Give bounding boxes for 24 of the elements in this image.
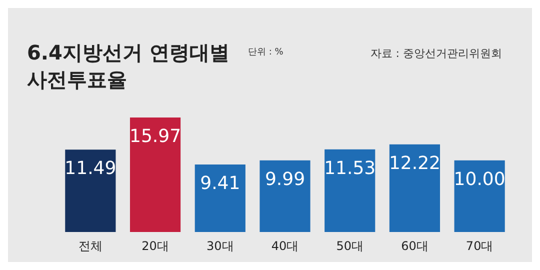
x-tick-label: 70대: [466, 239, 494, 253]
x-tick-label: 30대: [206, 239, 234, 253]
x-tick-label: 전체: [78, 239, 102, 253]
x-tick-label: 50대: [336, 239, 364, 253]
bar: [194, 164, 246, 232]
data-label: 11.53: [324, 158, 376, 179]
data-label: 15.97: [130, 126, 182, 148]
x-tick-label: 40대: [271, 239, 299, 253]
x-tick-label: 20대: [142, 239, 169, 253]
data-label: 10.00: [454, 168, 506, 190]
chart-title: 6.4지방선거 연령대별 사전투표율: [27, 40, 230, 92]
data-label: 11.49: [64, 158, 116, 180]
data-label: 9.41: [200, 173, 240, 194]
x-tick-label: 60대: [401, 239, 428, 253]
bar: [324, 149, 376, 232]
data-label: 9.99: [264, 168, 306, 190]
text: 단위 : %: [248, 48, 284, 58]
bar: [65, 150, 116, 232]
text: 자료 : 중앙선거관리위원회: [370, 47, 502, 60]
data-label: 12.22: [388, 152, 440, 174]
bar: [389, 144, 440, 232]
bar: [260, 160, 310, 232]
bar: [130, 118, 181, 232]
bar: [454, 160, 505, 232]
